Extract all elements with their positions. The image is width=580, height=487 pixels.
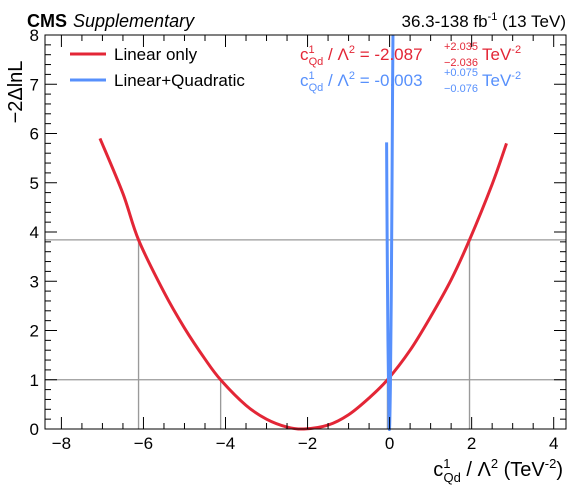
xlab-unit-open: (TeV — [498, 459, 545, 481]
ann-quad-mid: / Λ — [323, 71, 349, 90]
y-tick-label-8: 8 — [30, 26, 39, 45]
ann-lin-coef: c — [300, 45, 309, 64]
x-tick-label-1: −6 — [134, 434, 153, 453]
ann-quad-unit-sup: -2 — [511, 70, 521, 82]
x-tick-label-3: −2 — [298, 434, 317, 453]
plot-frame — [44, 34, 567, 430]
xlab-unit-sup: -2 — [545, 456, 557, 471]
y-tick-label-5: 5 — [30, 174, 39, 193]
ann-lin-coef-sup: 1 — [309, 44, 315, 56]
ann-lin-err-down: −2.036 — [444, 57, 478, 69]
xlab-coef: c — [433, 459, 443, 481]
y-axis-label: −2ΔlnL — [5, 61, 27, 124]
legend: Linear only Linear+Quadratic — [70, 45, 245, 90]
x-tick-label-0: −8 — [52, 434, 71, 453]
lumi-energy: (13 TeV) — [497, 12, 566, 31]
legend-label-linear: Linear only — [114, 45, 198, 64]
y-tick-label-3: 3 — [30, 272, 39, 291]
ann-quad-coef: c — [300, 71, 309, 90]
axis-ticks — [45, 34, 566, 430]
ann-quad-err-up: +0.075 — [444, 67, 478, 79]
ann-quad-unit-text: TeV-2 — [482, 70, 521, 90]
ann-quad-unit: TeV — [482, 71, 512, 90]
curve-linear-quadratic — [385, 34, 395, 432]
ann-lin-value: = -2.087 — [355, 45, 423, 64]
ann-lin-err-up: +2.035 — [444, 41, 478, 53]
xlab-unit-close: ) — [556, 459, 563, 481]
xlab-coef-sup: 1 — [443, 456, 450, 471]
x-tick-label-5: 2 — [467, 434, 476, 453]
luminosity-label: 36.3-138 fb-1 (13 TeV) — [402, 11, 566, 31]
lumi-sup: -1 — [488, 11, 498, 23]
lumi-main: 36.3-138 fb — [402, 12, 488, 31]
reference-lines — [45, 239, 566, 429]
curve-linear-only — [98, 137, 508, 431]
ann-quad-coef-sub: Qd — [309, 82, 324, 94]
ann-lin-coef-sub: Qd — [309, 56, 324, 68]
xlab-coef-sub: Qd — [443, 470, 460, 485]
ann-lin-unit-sup: -2 — [511, 44, 521, 56]
xlab-mid: / Λ — [461, 459, 492, 481]
x-axis-label: c1 Qd / Λ2 (TeV-2) — [433, 456, 563, 485]
annotation-linear: c1 Qd / Λ2 = -2.087 +2.035 −2.036 TeV-2 — [300, 41, 521, 69]
x-tick-label-6: 4 — [549, 434, 558, 453]
ann-lin-unit-text: TeV-2 — [482, 44, 521, 64]
x-tick-label-4: 0 — [385, 434, 394, 453]
ann-quad-err-down: −0.076 — [444, 83, 478, 95]
header-label: CMS Supplementary — [27, 11, 195, 31]
y-tick-label-1: 1 — [30, 371, 39, 390]
xlab-mid-sup: 2 — [491, 456, 498, 471]
y-tick-label-2: 2 — [30, 322, 39, 341]
supplementary-label: Supplementary — [73, 11, 195, 31]
ann-lin-mid: / Λ — [323, 45, 349, 64]
y-tick-label-6: 6 — [30, 125, 39, 144]
ann-lin-unit: TeV — [482, 45, 512, 64]
annotation-quadratic-text: c1 Qd / Λ2 = -0.003 — [300, 70, 423, 94]
axis-tick-labels: −8 −6 −4 −2 0 2 4 0 1 2 3 4 5 6 7 8 — [30, 26, 559, 453]
ann-quad-mid-sup: 2 — [349, 70, 355, 82]
cms-label: CMS — [27, 11, 67, 31]
y-tick-label-0: 0 — [30, 420, 39, 439]
ann-quad-coef-sup: 1 — [309, 70, 315, 82]
x-tick-label-2: −4 — [216, 434, 235, 453]
ann-quad-value: = -0.003 — [355, 71, 423, 90]
annotation-quadratic: c1 Qd / Λ2 = -0.003 +0.075 −0.076 TeV-2 — [300, 67, 521, 95]
legend-label-quadratic: Linear+Quadratic — [114, 71, 245, 90]
y-tick-label-4: 4 — [30, 223, 39, 242]
ann-lin-mid-sup: 2 — [349, 44, 355, 56]
annotation-linear-text: c1 Qd / Λ2 = -2.087 — [300, 44, 423, 68]
y-tick-label-7: 7 — [30, 75, 39, 94]
